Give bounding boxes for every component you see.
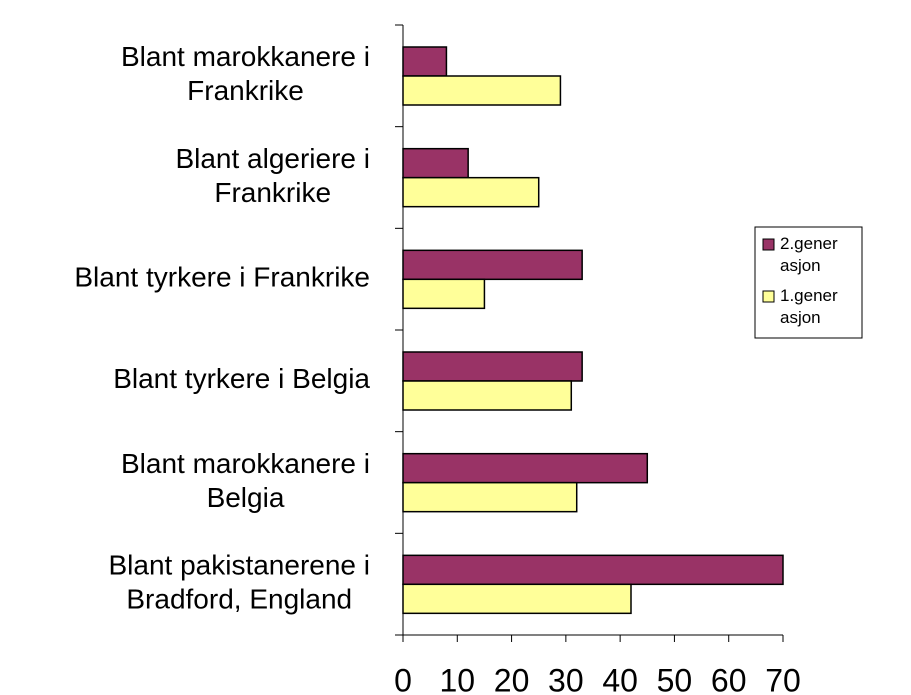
x-tick-label: 20 <box>494 662 530 695</box>
legend-entry: 2.generasjon <box>780 234 838 275</box>
x-tick-label: 30 <box>548 662 584 695</box>
category-label-line: Belgia <box>207 482 285 513</box>
legend-entry: 1.generasjon <box>780 286 838 327</box>
legend-label: 1.generasjon <box>780 286 838 327</box>
category-label-line: Blant pakistanerene i <box>108 550 370 581</box>
category-label: Blant tyrkere i Frankrike <box>74 262 370 293</box>
category-label-line: Blant marokkanere i <box>121 448 370 479</box>
category-label: Blant tyrkere i Belgia <box>113 363 370 394</box>
category-label-line: Frankrike <box>187 75 304 106</box>
bar <box>402 554 784 586</box>
category-label-line: Blant marokkanere i <box>121 41 370 72</box>
bar <box>402 481 578 513</box>
bar <box>402 46 448 77</box>
x-tick-label: 40 <box>602 662 638 695</box>
x-tick-label: 50 <box>657 662 693 695</box>
legend-swatch <box>762 238 775 251</box>
category-label-line: Blant tyrkere i Frankrike <box>74 262 370 293</box>
bar <box>402 452 649 484</box>
x-tick-label: 0 <box>394 662 412 695</box>
legend-label: 2.generasjon <box>780 234 838 275</box>
category-label-line: Bradford, England <box>126 584 352 615</box>
bar <box>402 583 632 615</box>
category-label-line: Blant algeriere i <box>175 143 370 174</box>
bar <box>402 351 583 382</box>
category-label-line: Blant tyrkere i Belgia <box>113 363 370 394</box>
x-tick-label: 10 <box>439 662 475 695</box>
bar <box>402 249 583 281</box>
bar <box>402 278 486 310</box>
category-label-line: Frankrike <box>214 177 331 208</box>
bar <box>402 176 540 208</box>
x-tick-label: 60 <box>711 662 747 695</box>
bar <box>402 75 562 106</box>
bar <box>402 380 573 411</box>
x-tick-label: 70 <box>765 662 801 695</box>
bar <box>402 147 469 179</box>
legend-swatch <box>762 290 775 303</box>
